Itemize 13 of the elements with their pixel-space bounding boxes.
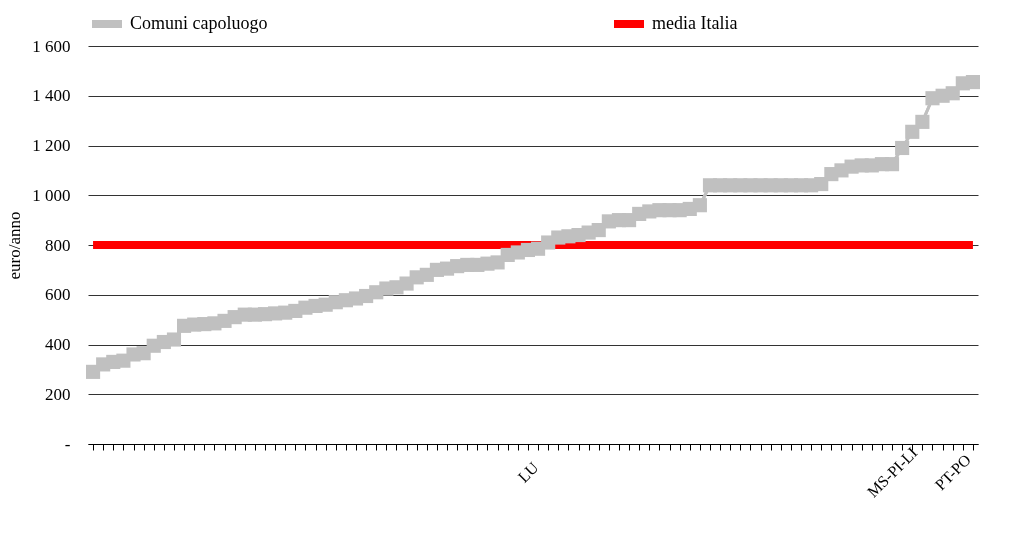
y-tick-label: 800 (45, 235, 71, 255)
y-tick-label: 1 600 (32, 36, 71, 56)
y-tick-label: 600 (45, 285, 71, 305)
legend-label: Comuni capoluogo (130, 13, 268, 33)
y-tick-label: 400 (45, 335, 71, 354)
y-tick-label: 1 200 (32, 136, 71, 155)
legend-label: media Italia (652, 13, 738, 33)
y-tick-label: - (64, 434, 71, 454)
y-axis-title: euro/anno (5, 211, 25, 280)
y-tick-label: 200 (45, 384, 71, 404)
y-tick-label: 1 000 (32, 185, 71, 205)
x-tick-label: LU (514, 458, 542, 486)
y-tick-label: 1 400 (32, 86, 71, 106)
